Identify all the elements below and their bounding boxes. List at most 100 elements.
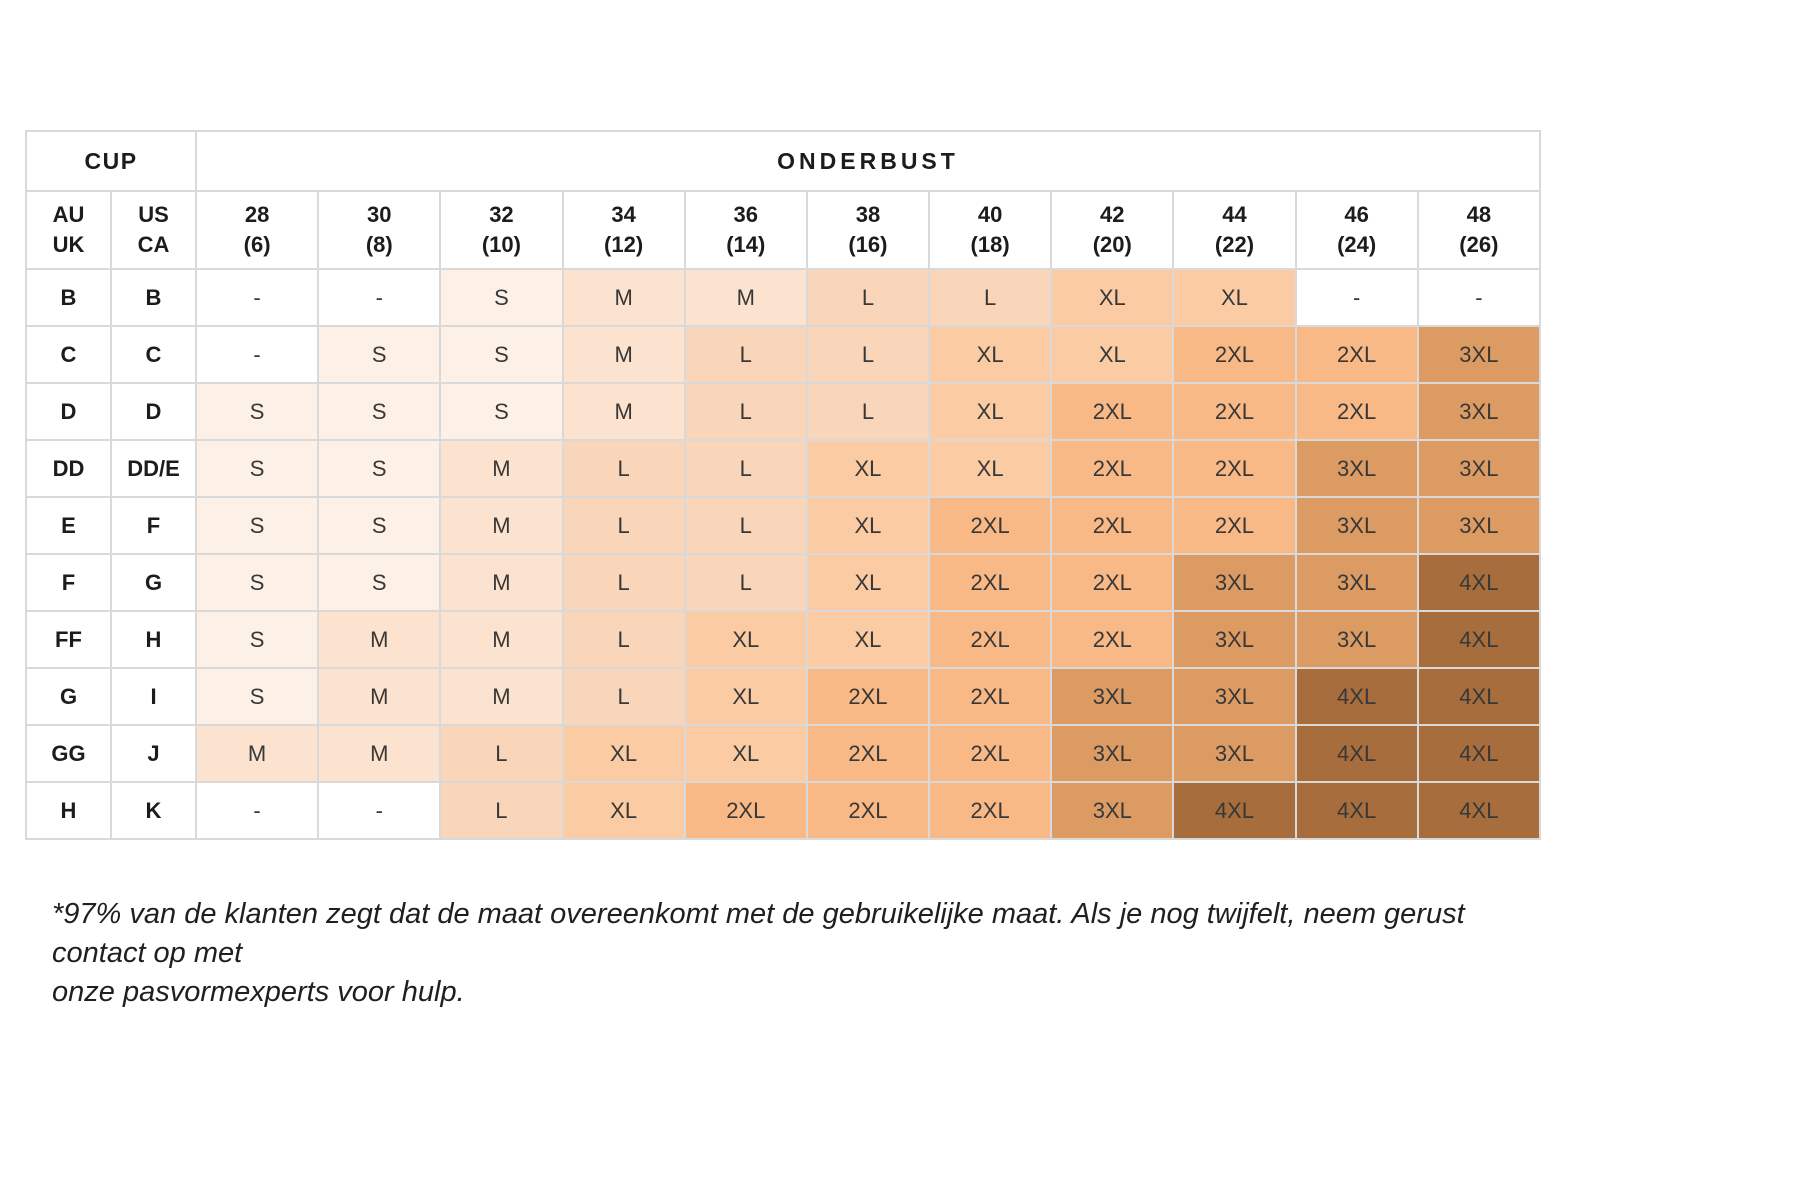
table-row-cup-dd: DD DD/E S S M L L XL XL 2XL 2XL 3XL 3XL [25,439,1542,498]
table-row-cup-f: F G S S M L L XL 2XL 2XL 3XL 3XL 4XL [25,553,1542,612]
size-cell-b-42: XL [1050,268,1175,327]
size-cell-e-42: 2XL [1050,496,1175,555]
au-uk-label-d: D [25,382,112,441]
size-cell-dd-28: S [194,439,320,498]
size-cell-gg-32: L [439,724,564,783]
size-cell-b-28: - [194,268,320,327]
size-cell-ff-38: XL [805,610,931,669]
us-ca-label-dd/e: DD/E [110,439,197,498]
size-cell-f-44: 3XL [1172,553,1297,612]
size-cell-c-40: XL [928,325,1053,384]
size-cell-b-36: M [683,268,808,327]
size-cell-c-36: L [683,325,808,384]
table-row-cup-b: B B - - S M M L L XL XL - - [25,268,1542,327]
us-ca-label-k: K [110,781,197,840]
size-cell-h-40: 2XL [928,781,1053,840]
au-uk-label-h: H [25,781,112,840]
size-cell-e-30: S [317,496,442,555]
size-cell-c-32: S [439,325,564,384]
group-header-row: CUP ONDERBUST [25,130,1541,192]
au-uk-label-ff: FF [25,610,112,669]
cup-column-header-us-ca: US CA [110,190,197,270]
size-cell-c-42: XL [1050,325,1175,384]
size-cell-f-32: M [439,553,564,612]
size-cell-dd-30: S [317,439,442,498]
size-cell-c-28: - [194,325,320,384]
table-header: CUP ONDERBUST AU UK US CA 28 (6) 30 (8) 32 (10) 34… [25,130,1542,270]
size-cell-dd-46: 3XL [1294,439,1419,498]
size-cell-e-36: L [683,496,808,555]
band-column-header-48: 48 (26) [1416,190,1542,270]
band-column-header-40: 40 (18) [928,190,1053,270]
size-chart-table: CUP ONDERBUST AU UK US CA 28 (6) 30 (8) 32 (10) 34… [25,130,1542,840]
size-cell-g-32: M [439,667,564,726]
size-cell-e-48: 3XL [1416,496,1542,555]
size-cell-gg-40: 2XL [928,724,1053,783]
table-body: B B - - S M M L L XL XL - - C C - S S M L L XL XL 2XL 2XL 3XL D D S S… [25,268,1542,840]
size-cell-e-44: 2XL [1172,496,1297,555]
size-cell-dd-34: L [561,439,686,498]
table-row-cup-c: C C - S S M L L XL XL 2XL 2XL 3XL [25,325,1542,384]
size-cell-d-44: 2XL [1172,382,1297,441]
size-cell-e-34: L [561,496,686,555]
size-cell-gg-28: M [194,724,320,783]
au-uk-label-g: G [25,667,112,726]
size-cell-g-34: L [561,667,686,726]
band-column-header-46: 46 (24) [1294,190,1419,270]
us-ca-label-j: J [110,724,197,783]
size-cell-b-38: L [805,268,931,327]
size-cell-e-38: XL [805,496,931,555]
size-cell-c-34: M [561,325,686,384]
size-cell-f-36: L [683,553,808,612]
size-cell-ff-40: 2XL [928,610,1053,669]
size-cell-d-46: 2XL [1294,382,1419,441]
size-cell-dd-38: XL [805,439,931,498]
size-cell-f-42: 2XL [1050,553,1175,612]
band-column-header-36: 36 (14) [683,190,808,270]
size-cell-f-46: 3XL [1294,553,1419,612]
size-cell-b-40: L [928,268,1053,327]
footnote-line-1: *97% van de klanten zegt dat de maat ove… [52,898,1465,969]
size-cell-h-38: 2XL [805,781,931,840]
table-row-cup-g: G I S M M L XL 2XL 2XL 3XL 3XL 4XL 4XL [25,667,1542,726]
footnote: *97% van de klanten zegt dat de maat ove… [52,895,1532,1012]
size-cell-gg-34: XL [561,724,686,783]
size-cell-dd-40: XL [928,439,1053,498]
size-cell-d-48: 3XL [1416,382,1542,441]
size-cell-g-28: S [194,667,320,726]
size-cell-d-34: M [561,382,686,441]
size-cell-gg-38: 2XL [805,724,931,783]
size-cell-b-34: M [561,268,686,327]
us-ca-label-d: D [110,382,197,441]
size-cell-b-46: - [1294,268,1419,327]
size-cell-ff-44: 3XL [1172,610,1297,669]
us-ca-label-g: G [110,553,197,612]
size-cell-gg-46: 4XL [1294,724,1419,783]
size-cell-g-30: M [317,667,442,726]
band-column-header-32: 32 (10) [439,190,564,270]
size-cell-dd-42: 2XL [1050,439,1175,498]
size-cell-f-28: S [194,553,320,612]
us-ca-label-f: F [110,496,197,555]
size-cell-e-28: S [194,496,320,555]
cup-column-header-au-uk: AU UK [25,190,112,270]
size-cell-c-30: S [317,325,442,384]
au-uk-label-c: C [25,325,112,384]
us-ca-label-i: I [110,667,197,726]
size-chart-container: CUP ONDERBUST AU UK US CA 28 (6) 30 (8) 32 (10) 34… [25,130,1542,840]
size-cell-b-30: - [317,268,442,327]
au-uk-label-f: F [25,553,112,612]
size-cell-d-40: XL [928,382,1053,441]
size-cell-b-48: - [1416,268,1542,327]
size-cell-g-48: 4XL [1416,667,1542,726]
size-cell-gg-48: 4XL [1416,724,1542,783]
size-cell-g-40: 2XL [928,667,1053,726]
size-cell-g-38: 2XL [805,667,931,726]
size-cell-f-40: 2XL [928,553,1053,612]
size-cell-e-40: 2XL [928,496,1053,555]
size-cell-dd-36: L [683,439,808,498]
size-cell-ff-48: 4XL [1416,610,1542,669]
size-cell-g-42: 3XL [1050,667,1175,726]
size-cell-d-42: 2XL [1050,382,1175,441]
band-column-header-42: 42 (20) [1050,190,1175,270]
